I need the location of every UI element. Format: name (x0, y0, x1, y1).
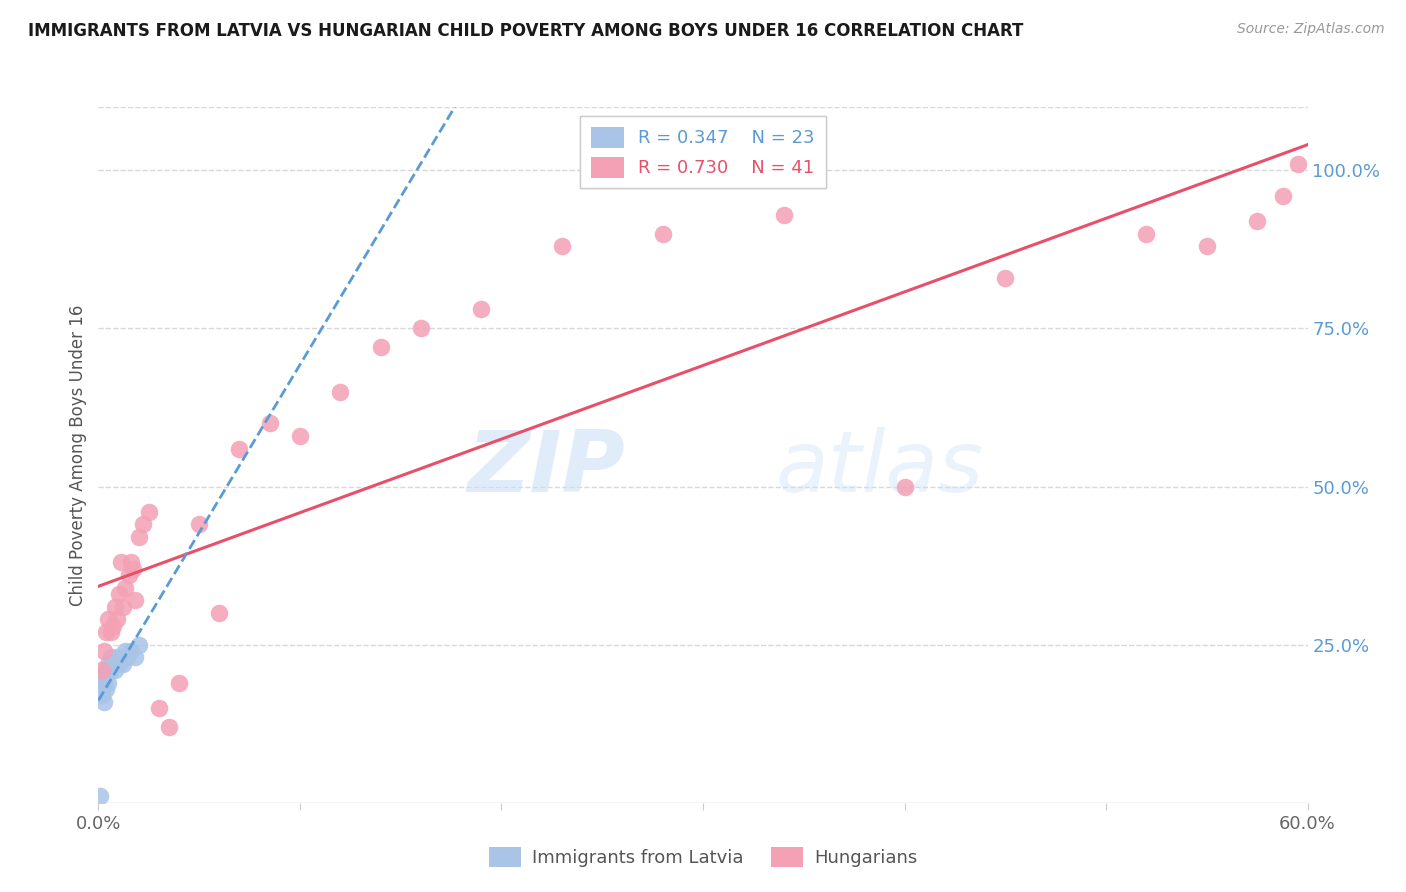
Point (93, 695, 115, 709)
Point (1246, 214, 1268, 228)
Point (91, 663, 114, 677)
Point (93, 675, 115, 690)
Point (107, 587, 129, 601)
Point (288, 429, 311, 443)
Text: ZIP: ZIP (467, 427, 624, 510)
Point (105, 612, 128, 626)
Point (128, 530, 150, 544)
Point (228, 442, 250, 456)
Point (97, 657, 120, 671)
Point (89, 789, 111, 804)
Point (1135, 227, 1157, 241)
Point (93, 644, 115, 658)
Point (100, 650, 122, 665)
Point (101, 618, 124, 632)
Point (772, 208, 794, 222)
Point (96, 681, 118, 696)
Text: atlas: atlas (776, 427, 984, 510)
Point (114, 581, 136, 595)
Point (91, 688, 114, 702)
Point (110, 556, 132, 570)
Legend: R = 0.347    N = 23, R = 0.730    N = 41: R = 0.347 N = 23, R = 0.730 N = 41 (581, 116, 825, 188)
Point (651, 227, 673, 241)
Point (157, 720, 180, 734)
Point (97, 612, 120, 626)
Y-axis label: Child Poverty Among Boys Under 16: Child Poverty Among Boys Under 16 (69, 304, 87, 606)
Point (100, 663, 122, 677)
Point (89, 675, 111, 690)
Point (118, 568, 141, 582)
Point (110, 650, 132, 665)
Text: Source: ZipAtlas.com: Source: ZipAtlas.com (1237, 22, 1385, 37)
Point (1195, 239, 1218, 253)
Point (128, 638, 150, 652)
Point (370, 340, 392, 354)
Point (120, 644, 142, 658)
Point (120, 556, 142, 570)
Point (96, 663, 118, 677)
Point (167, 675, 190, 690)
Point (138, 505, 160, 519)
Point (96, 625, 118, 640)
Point (1272, 188, 1295, 202)
Point (111, 657, 134, 671)
Legend: Immigrants from Latvia, Hungarians: Immigrants from Latvia, Hungarians (481, 839, 925, 874)
Point (114, 644, 136, 658)
Point (208, 606, 231, 620)
Point (124, 650, 146, 665)
Point (148, 701, 170, 715)
Point (115, 650, 138, 665)
Point (124, 593, 146, 607)
Point (188, 517, 211, 532)
Point (121, 562, 143, 576)
Point (91, 669, 114, 683)
Point (551, 239, 574, 253)
Point (329, 384, 352, 399)
Point (409, 321, 432, 335)
Point (470, 302, 492, 317)
Text: IMMIGRANTS FROM LATVIA VS HUNGARIAN CHILD POVERTY AMONG BOYS UNDER 16 CORRELATIO: IMMIGRANTS FROM LATVIA VS HUNGARIAN CHIL… (28, 22, 1024, 40)
Point (107, 657, 129, 671)
Point (97, 675, 120, 690)
Point (1286, 157, 1309, 171)
Point (259, 417, 281, 431)
Point (132, 517, 155, 532)
Point (893, 479, 915, 493)
Point (100, 625, 122, 640)
Point (103, 599, 125, 614)
Point (105, 650, 128, 665)
Point (111, 599, 134, 614)
Point (994, 270, 1017, 285)
Point (101, 657, 124, 671)
Point (103, 663, 125, 677)
